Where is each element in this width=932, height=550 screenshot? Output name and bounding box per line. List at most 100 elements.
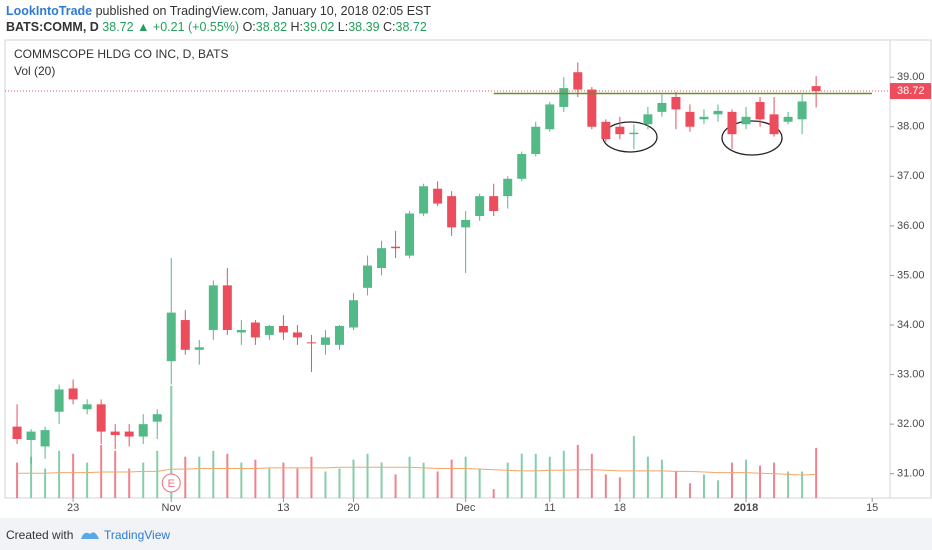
x-tick-label: Nov xyxy=(161,502,181,514)
candle-body xyxy=(475,196,485,216)
volume-bar xyxy=(618,477,621,498)
y-tick-label: 32.00 xyxy=(897,418,925,430)
c-label: C: xyxy=(383,20,396,34)
candle-body xyxy=(419,186,429,214)
publish-line: LookIntoTrade published on TradingView.c… xyxy=(6,3,431,19)
volume-label: Vol (20) xyxy=(14,64,55,78)
volume-bar xyxy=(534,453,537,498)
volume-bar xyxy=(282,462,285,498)
candle-body xyxy=(405,213,415,256)
close-value: 38.72 xyxy=(395,20,427,34)
candle-body xyxy=(685,111,695,127)
candle-body xyxy=(559,88,569,107)
volume-bar xyxy=(801,471,804,498)
volume-bar xyxy=(338,468,341,498)
volume-bar xyxy=(688,483,691,498)
volume-bar xyxy=(436,471,439,498)
volume-bar xyxy=(296,468,299,498)
candle-body xyxy=(783,116,793,122)
volume-bar xyxy=(58,450,61,498)
volume-bar xyxy=(114,450,117,498)
candle-body xyxy=(82,404,92,410)
l-label: L: xyxy=(337,20,349,34)
candle-body xyxy=(643,114,653,125)
open-value: 38.82 xyxy=(255,20,288,34)
brand[interactable]: TradingView xyxy=(104,528,171,542)
volume-bar xyxy=(184,456,187,498)
author[interactable]: LookIntoTrade xyxy=(6,4,93,18)
candle-body xyxy=(54,389,64,412)
low-value: 38.39 xyxy=(348,20,380,34)
candle-body xyxy=(657,102,667,112)
candle-body xyxy=(531,126,541,155)
x-tick-label: 18 xyxy=(614,502,626,514)
volume-bar xyxy=(716,480,719,498)
candle-body xyxy=(12,426,22,440)
volume-bar xyxy=(156,450,159,498)
volume-bar xyxy=(773,462,776,498)
o-label: O: xyxy=(242,20,256,34)
volume-bar xyxy=(212,450,215,498)
y-tick-label: 34.00 xyxy=(897,319,925,331)
volume-ma xyxy=(17,466,817,476)
volume-bar xyxy=(380,462,383,498)
created-with: Created with xyxy=(6,528,74,542)
candle-body xyxy=(601,121,611,140)
candle-body xyxy=(447,196,457,228)
annotation-ellipse xyxy=(602,121,658,153)
change: ▲ +0.21 (+0.55%) xyxy=(137,20,240,34)
candle-body xyxy=(363,265,373,288)
x-tick-label: 2018 xyxy=(734,502,758,514)
candle-body xyxy=(320,337,330,345)
candle-body xyxy=(741,116,751,125)
volume-bar xyxy=(422,462,425,498)
candle-body xyxy=(292,332,302,338)
volume-bar xyxy=(731,462,734,498)
volume-bar xyxy=(100,444,103,498)
last-price: 38.72 xyxy=(102,20,134,34)
volume-bar xyxy=(464,456,467,498)
volume-bar xyxy=(142,462,145,498)
annotation-ellipse xyxy=(721,120,783,156)
candle-body xyxy=(349,300,359,328)
x-tick-label: Dec xyxy=(456,502,476,514)
volume-bar xyxy=(128,468,131,498)
volume-bar xyxy=(492,489,495,498)
volume-bar xyxy=(815,447,818,498)
candle-body xyxy=(391,246,401,249)
chart-frame xyxy=(4,39,932,499)
candle-body xyxy=(629,132,639,135)
high-value: 39.02 xyxy=(303,20,335,34)
volume-bar xyxy=(352,459,355,498)
volume-bar xyxy=(240,462,243,498)
volume-bar xyxy=(745,459,748,498)
volume-bar xyxy=(506,462,509,498)
volume-bar xyxy=(72,453,75,498)
candle-body xyxy=(334,326,344,345)
volume-bar xyxy=(590,453,593,498)
published: published on TradingView.com, January 10… xyxy=(95,4,432,18)
volume-bar xyxy=(226,453,229,498)
candle-body xyxy=(461,219,471,228)
earnings-label: E xyxy=(168,478,175,490)
symbol: BATS:COMM, D xyxy=(6,20,99,34)
volume-bar xyxy=(408,456,411,498)
footer: Created with TradingView xyxy=(0,518,932,550)
candle-body xyxy=(573,72,583,90)
volume-bar xyxy=(254,459,257,498)
volume-bar xyxy=(170,385,173,498)
candle-body xyxy=(545,104,555,130)
last-price-box xyxy=(890,83,931,100)
candle-body xyxy=(306,342,316,344)
volume-bar xyxy=(366,453,369,498)
volume-bar xyxy=(674,471,677,498)
candle-body xyxy=(699,116,709,120)
candle-body xyxy=(587,89,597,127)
candle-body xyxy=(152,414,162,422)
candle-body xyxy=(236,329,246,333)
candle-body xyxy=(278,326,288,333)
candle-body xyxy=(264,326,274,335)
candle-body xyxy=(727,111,737,135)
volume-bar xyxy=(604,474,607,498)
